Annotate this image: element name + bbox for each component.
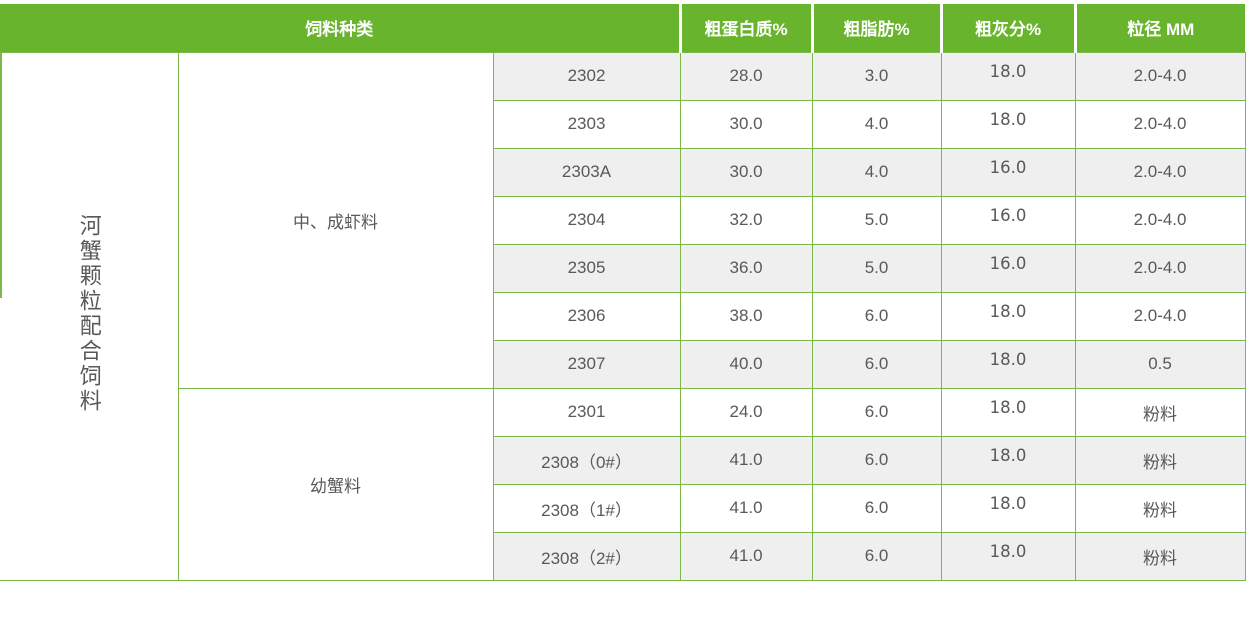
header-cell-particle-size: 粒径 MM <box>1073 4 1246 52</box>
table-row: 2304 32.0 5.0 16.0 2.0-4.0 <box>0 195 1246 245</box>
fat-cell: 6.0 <box>811 291 942 341</box>
header-cell-crude-protein: 粗蛋白质% <box>678 4 813 52</box>
code-cell: 2308（0#） <box>492 435 681 485</box>
size-cell: 2.0-4.0 <box>1074 291 1246 341</box>
fat-cell: 6.0 <box>811 339 942 389</box>
code-cell: 2305 <box>492 243 681 293</box>
table-row: 2307 40.0 6.0 18.0 0.5 <box>0 339 1246 389</box>
size-cell: 粉料 <box>1074 435 1246 485</box>
protein-cell: 40.0 <box>679 339 813 389</box>
size-cell: 2.0-4.0 <box>1074 195 1246 245</box>
fat-cell: 4.0 <box>811 99 942 149</box>
code-cell: 2308（1#） <box>492 483 681 533</box>
ash-cell: 18.0 <box>940 291 1076 341</box>
ash-cell: 18.0 <box>940 387 1076 437</box>
table-row: 2308（1#） 41.0 6.0 18.0 粉料 <box>0 483 1246 533</box>
size-cell: 粉料 <box>1074 387 1246 437</box>
code-cell: 2307 <box>492 339 681 389</box>
code-cell: 2304 <box>492 195 681 245</box>
ash-cell: 16.0 <box>940 243 1076 293</box>
table-row: 2305 36.0 5.0 16.0 2.0-4.0 <box>0 243 1246 293</box>
header-cell-crude-ash: 粗灰分% <box>939 4 1076 52</box>
protein-cell: 32.0 <box>679 195 813 245</box>
table-row: 幼蟹料 2301 24.0 6.0 18.0 粉料 <box>0 387 1246 581</box>
table-row: 河蟹颗粒配合饲料 中、成虾料 2302 28.0 3.0 18.0 2.0-4.… <box>0 51 1246 581</box>
header-cell-crude-fat: 粗脂肪% <box>810 4 942 52</box>
header-cell-feed-type: 饲料种类 <box>0 4 681 52</box>
ash-cell: 18.0 <box>940 531 1076 581</box>
ash-cell: 18.0 <box>940 483 1076 533</box>
protein-cell: 24.0 <box>679 387 813 437</box>
fat-cell: 6.0 <box>811 483 942 533</box>
protein-cell: 30.0 <box>679 99 813 149</box>
table-left-border-segment <box>0 52 2 298</box>
protein-cell: 38.0 <box>679 291 813 341</box>
code-cell: 2302 <box>492 51 681 101</box>
table-row: 2308（0#） 41.0 6.0 18.0 粉料 <box>0 435 1246 485</box>
fat-cell: 6.0 <box>811 531 942 581</box>
fat-cell: 6.0 <box>811 435 942 485</box>
code-cell: 2303A <box>492 147 681 197</box>
size-cell: 2.0-4.0 <box>1074 147 1246 197</box>
size-cell: 0.5 <box>1074 339 1246 389</box>
size-cell: 2.0-4.0 <box>1074 99 1246 149</box>
category-cell: 河蟹颗粒配合饲料 <box>0 51 179 581</box>
fat-cell: 4.0 <box>811 147 942 197</box>
protein-cell: 41.0 <box>679 435 813 485</box>
protein-cell: 41.0 <box>679 531 813 581</box>
table-header-row: 饲料种类 粗蛋白质% 粗脂肪% 粗灰分% 粒径 MM <box>0 4 1246 52</box>
code-cell: 2306 <box>492 291 681 341</box>
ash-cell: 18.0 <box>940 99 1076 149</box>
protein-cell: 30.0 <box>679 147 813 197</box>
table-row: 2306 38.0 6.0 18.0 2.0-4.0 <box>0 291 1246 341</box>
code-cell: 2308（2#） <box>492 531 681 581</box>
protein-cell: 36.0 <box>679 243 813 293</box>
group-cell: 中、成虾料 <box>177 51 494 389</box>
protein-cell: 41.0 <box>679 483 813 533</box>
code-cell: 2301 <box>492 387 681 437</box>
table-row: 2303 30.0 4.0 18.0 2.0-4.0 <box>0 99 1246 149</box>
ash-cell: 16.0 <box>940 195 1076 245</box>
code-cell: 2303 <box>492 99 681 149</box>
size-cell: 粉料 <box>1074 531 1246 581</box>
ash-cell: 18.0 <box>940 435 1076 485</box>
fat-cell: 6.0 <box>811 387 942 437</box>
feed-spec-table: 饲料种类 粗蛋白质% 粗脂肪% 粗灰分% 粒径 MM 河蟹颗粒配合饲料 中、成虾… <box>0 4 1246 581</box>
fat-cell: 5.0 <box>811 195 942 245</box>
table-row: 2308（2#） 41.0 6.0 18.0 粉料 <box>0 531 1246 581</box>
protein-cell: 28.0 <box>679 51 813 101</box>
ash-cell: 18.0 <box>940 51 1076 101</box>
ash-cell: 18.0 <box>940 339 1076 389</box>
size-cell: 2.0-4.0 <box>1074 51 1246 101</box>
category-label: 河蟹颗粒配合饲料 <box>76 213 102 414</box>
size-cell: 粉料 <box>1074 483 1246 533</box>
fat-cell: 5.0 <box>811 243 942 293</box>
group-cell: 幼蟹料 <box>177 387 494 581</box>
ash-cell: 16.0 <box>940 147 1076 197</box>
fat-cell: 3.0 <box>811 51 942 101</box>
table-row: 2303A 30.0 4.0 16.0 2.0-4.0 <box>0 147 1246 197</box>
size-cell: 2.0-4.0 <box>1074 243 1246 293</box>
